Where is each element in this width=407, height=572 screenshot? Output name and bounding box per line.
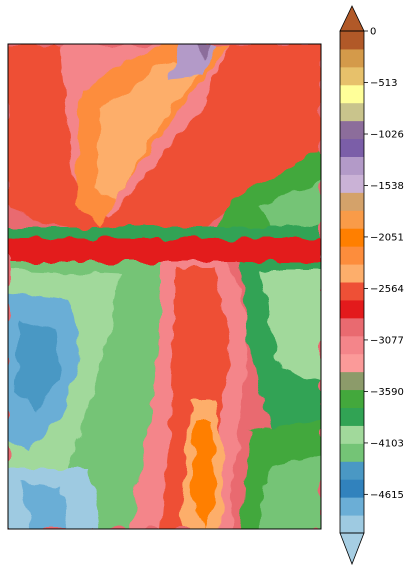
colorbar: 0 −513 −1026 −1538 −2051 −2564 −3077 −3590 −4103…: [339, 5, 404, 566]
colorbar-level: [340, 120, 364, 140]
colorbar-level: [340, 479, 364, 498]
colorbar-level: [340, 371, 364, 391]
colorbar-tick-label: −4103: [370, 438, 404, 449]
colorbar-tick-label: −3590: [370, 387, 404, 398]
colorbar-level: [340, 443, 364, 462]
colorbar-level: [340, 264, 364, 283]
colorbar-extend-high: [339, 5, 365, 32]
colorbar-tick-label: −3077: [370, 335, 404, 346]
colorbar-level: [340, 407, 364, 426]
colorbar-tick-label: −1538: [370, 181, 404, 192]
colorbar-level: [340, 317, 364, 337]
colorbar-level: [340, 299, 364, 319]
colorbar-level: [340, 174, 364, 193]
colorbar-level: [340, 210, 364, 229]
colorbar-level: [340, 425, 364, 444]
colorbar-level: [340, 48, 364, 68]
contour-field: [8, 44, 321, 529]
colorbar-level: [340, 156, 364, 175]
colorbar-extend-low: [339, 532, 365, 566]
plot-frame: [7, 43, 322, 530]
colorbar-level: [340, 228, 364, 247]
colorbar-tick-label: −4615: [370, 490, 404, 501]
colorbar-level: [340, 84, 364, 104]
colorbar-level: [340, 335, 364, 355]
colorbar-level: [340, 66, 364, 86]
colorbar-level: [340, 192, 364, 211]
colorbar-level: [340, 138, 364, 157]
colorbar-tick-label: 0: [370, 27, 376, 38]
colorbar-tick-label: −2051: [370, 232, 404, 243]
colorbar-tick-label: −2564: [370, 284, 404, 295]
colorbar-level: [340, 389, 364, 408]
colorbar-level: [340, 282, 364, 301]
colorbar-level: [340, 461, 364, 480]
colorbar-tick-label: −513: [370, 78, 397, 89]
colorbar-tick-label: −1026: [370, 130, 404, 141]
colorbar-level: [340, 246, 364, 265]
colorbar-level: [340, 515, 364, 534]
colorbar-level: [340, 497, 364, 516]
colorbar-level: [340, 102, 364, 122]
colorbar-level: [340, 31, 364, 50]
colorbar-outline: [339, 30, 365, 534]
colorbar-level: [340, 353, 364, 373]
